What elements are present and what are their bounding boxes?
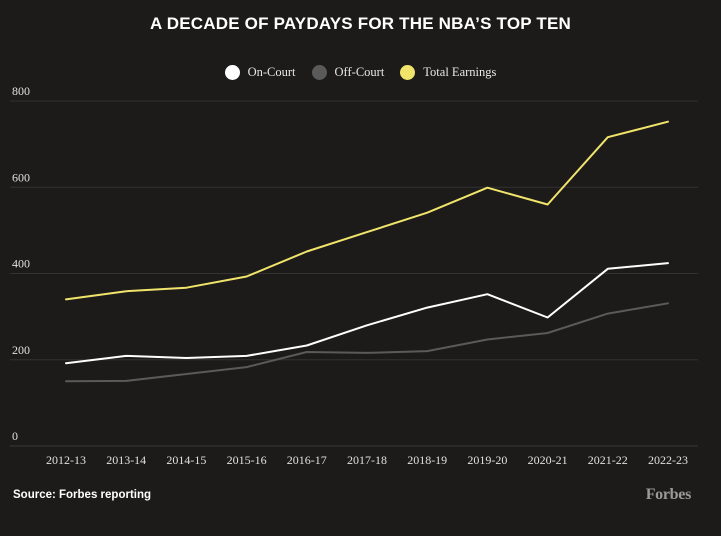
- x-tick-label: 2021-22: [588, 453, 628, 467]
- x-tick-label: 2017-18: [347, 453, 387, 467]
- y-tick-label: 600: [12, 170, 30, 184]
- legend: On-Court Off-Court Total Earnings: [0, 65, 721, 80]
- y-tick-label: 0: [12, 429, 18, 443]
- legend-label-total-earnings: Total Earnings: [423, 65, 497, 79]
- series-line-off-court: [65, 302, 669, 383]
- legend-swatch-off-court: [311, 65, 327, 80]
- legend-item-on-court: On-Court: [224, 65, 296, 80]
- legend-swatch-on-court: [224, 65, 240, 80]
- x-tick-label: 2013-14: [106, 453, 146, 467]
- legend-swatch-total-earnings: [400, 65, 416, 80]
- legend-label-on-court: On-Court: [247, 65, 296, 79]
- forbes-logo: Forbes: [645, 486, 692, 503]
- x-tick-label: 2016-17: [287, 453, 327, 467]
- x-tick-label: 2018-19: [407, 453, 447, 467]
- legend-label-off-court: Off-Court: [334, 65, 385, 79]
- x-tick-label: 2015-16: [227, 453, 267, 467]
- x-tick-label: 2014-15: [166, 453, 206, 467]
- chart-title: A DECADE OF PAYDAYS FOR THE NBA’S TOP TE…: [150, 14, 571, 33]
- y-tick-label: 800: [12, 84, 30, 98]
- x-tick-label: 2019-20: [467, 453, 507, 467]
- y-tick-label: 400: [12, 257, 30, 271]
- y-tick-label: 200: [12, 343, 30, 357]
- series-line-on-court: [65, 262, 669, 365]
- series-line-total-earnings: [65, 120, 669, 301]
- x-tick-label: 2022-23: [648, 453, 688, 467]
- legend-item-total-earnings: Total Earnings: [400, 65, 496, 80]
- x-tick-label: 2020-21: [528, 453, 568, 467]
- legend-item-off-court: Off-Court: [311, 65, 385, 80]
- source-note: Source: Forbes reporting: [13, 489, 152, 501]
- x-tick-label: 2012-13: [46, 453, 86, 467]
